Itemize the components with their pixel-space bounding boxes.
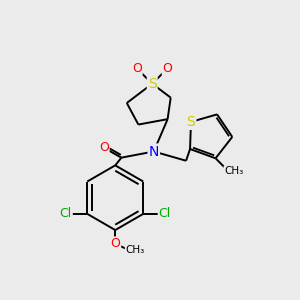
Text: Cl: Cl	[159, 207, 171, 220]
Text: O: O	[163, 62, 172, 75]
Text: S: S	[148, 77, 157, 91]
Text: O: O	[99, 141, 109, 154]
Text: CH₃: CH₃	[224, 167, 244, 176]
Text: Cl: Cl	[60, 207, 72, 220]
Text: O: O	[110, 237, 120, 250]
Text: S: S	[187, 115, 195, 129]
Text: O: O	[132, 62, 142, 75]
Text: CH₃: CH₃	[126, 245, 145, 255]
Text: N: N	[148, 145, 159, 158]
